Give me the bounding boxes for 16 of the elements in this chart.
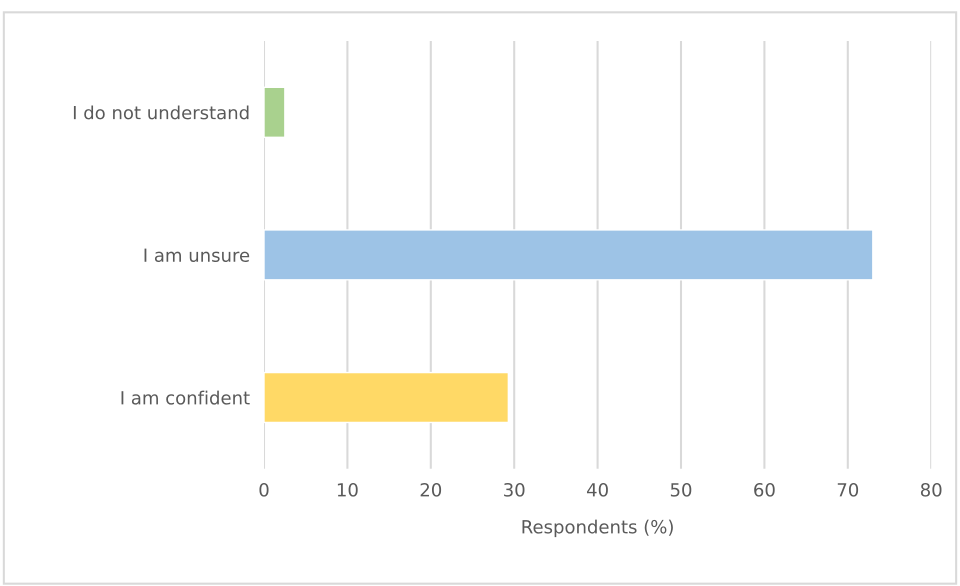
x-tick-label: 50 <box>670 483 692 497</box>
x-axis-title: Respondents (%) <box>522 520 673 538</box>
y-tick-label: I do not understand <box>74 105 248 120</box>
x-tick-label: 30 <box>504 483 524 497</box>
x-tick-label: 40 <box>586 483 608 497</box>
x-tick-label: 80 <box>920 483 942 497</box>
bar <box>264 372 510 424</box>
x-tick-label: 60 <box>754 483 775 497</box>
bar <box>264 229 874 281</box>
x-tick-label: 10 <box>338 483 358 497</box>
y-tick-label: I am confident <box>122 390 250 405</box>
bar <box>264 86 286 138</box>
x-tick-label: 0 <box>259 483 269 497</box>
y-tick-label: I am unsure <box>144 248 250 262</box>
x-tick-label: 20 <box>420 483 442 497</box>
x-tick-label: 70 <box>838 483 858 497</box>
